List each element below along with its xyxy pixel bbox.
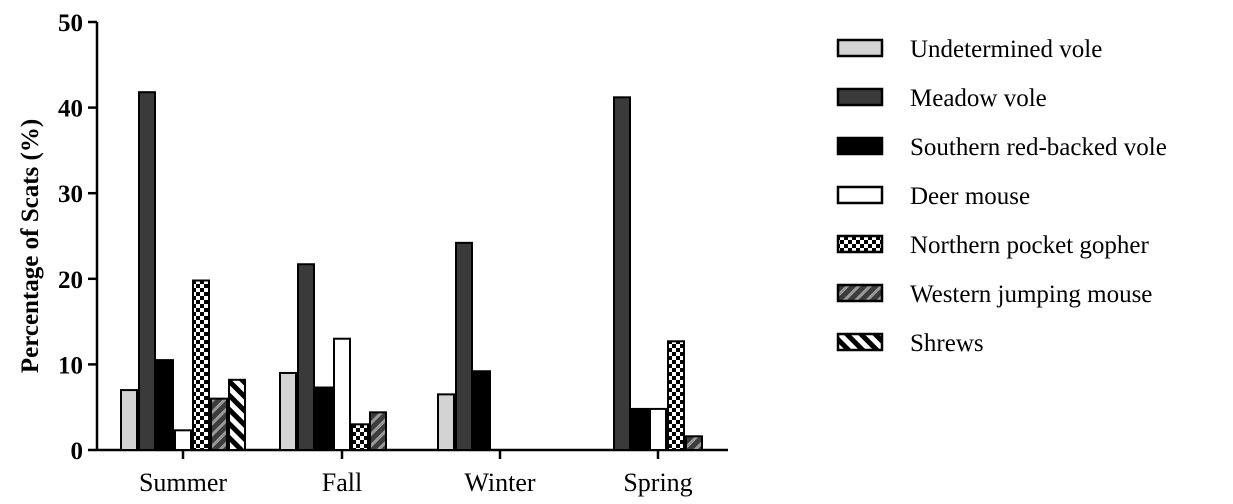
axes: 0 10 20 30 40 50 Percentage of Scats (%) Summer… bbox=[17, 10, 728, 497]
y-axis-label: Percentage of Scats (%) bbox=[17, 119, 44, 373]
legend-label: Undetermined vole bbox=[910, 36, 1102, 63]
bar-northern-pocket-gopher-spring bbox=[667, 340, 685, 451]
legend-label: Northern pocket gopher bbox=[910, 232, 1149, 259]
x-tick-label: Winter bbox=[464, 468, 535, 497]
legend-swatch bbox=[836, 136, 884, 156]
bar-meadow-vole-fall bbox=[297, 263, 315, 451]
bar-northern-pocket-gopher-summer bbox=[192, 279, 210, 451]
bar-deer-mouse-spring bbox=[649, 407, 667, 451]
bars bbox=[120, 91, 703, 452]
bar-meadow-vole-summer bbox=[138, 91, 156, 452]
legend-label: Meadow vole bbox=[910, 85, 1047, 112]
y-tick-label: 0 bbox=[71, 438, 84, 465]
legend: Undetermined vole Meadow vole Southern red… bbox=[836, 36, 1167, 357]
legend-swatch bbox=[836, 38, 884, 58]
legend-swatch bbox=[836, 185, 884, 205]
bar-southern-red-backed-vole-winter bbox=[473, 370, 491, 451]
x-tick-label: Summer bbox=[139, 468, 227, 497]
legend-label: Deer mouse bbox=[910, 183, 1030, 210]
legend-swatch bbox=[836, 87, 884, 107]
y-tick-label: 20 bbox=[58, 267, 83, 294]
bar-deer-mouse-fall bbox=[333, 337, 351, 451]
legend-label: Western jumping mouse bbox=[910, 281, 1152, 308]
bar-deer-mouse-summer bbox=[174, 429, 192, 452]
bar-southern-red-backed-vole-spring bbox=[631, 407, 649, 451]
bar-southern-red-backed-vole-fall bbox=[315, 386, 333, 451]
legend-label: Southern red-backed vole bbox=[910, 134, 1167, 161]
bar-meadow-vole-spring bbox=[613, 96, 631, 451]
bar-northern-pocket-gopher-fall bbox=[351, 423, 369, 452]
legend-label: Shrews bbox=[910, 330, 984, 357]
bar-shrews-summer bbox=[228, 378, 246, 452]
y-tick-label: 50 bbox=[58, 10, 83, 37]
bar-western-jumping-mouse-spring bbox=[685, 435, 703, 451]
y-tick-label: 10 bbox=[58, 352, 83, 379]
legend-swatch bbox=[836, 332, 884, 352]
bar-western-jumping-mouse-fall bbox=[369, 411, 387, 451]
bar-undetermined-vole-winter bbox=[437, 393, 455, 451]
bar-western-jumping-mouse-summer bbox=[210, 397, 228, 452]
bar-southern-red-backed-vole-summer bbox=[156, 359, 174, 451]
bar-undetermined-vole-fall bbox=[279, 371, 297, 451]
y-tick-label: 40 bbox=[58, 96, 83, 123]
x-tick-label: Fall bbox=[322, 468, 362, 497]
bar-undetermined-vole-summer bbox=[120, 389, 138, 451]
bar-meadow-vole-winter bbox=[455, 241, 473, 451]
legend-swatch bbox=[836, 234, 884, 254]
y-tick-label: 30 bbox=[58, 181, 83, 208]
legend-swatch bbox=[836, 283, 884, 303]
x-tick-label: Spring bbox=[623, 468, 692, 497]
